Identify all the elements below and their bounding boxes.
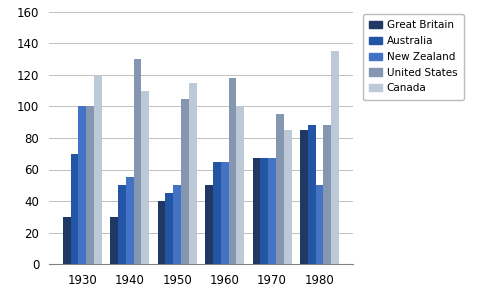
Bar	[276, 114, 284, 264]
Legend: Great Britain, Australia, New Zealand, United States, Canada: Great Britain, Australia, New Zealand, U…	[363, 14, 464, 100]
Bar	[189, 83, 196, 264]
Bar	[126, 177, 134, 264]
Bar	[94, 75, 102, 264]
Bar	[228, 78, 236, 264]
Bar	[268, 158, 276, 264]
Bar	[205, 185, 213, 264]
Bar	[118, 185, 126, 264]
Bar	[166, 193, 173, 264]
Bar	[300, 130, 308, 264]
Bar	[142, 91, 149, 264]
Bar	[86, 106, 94, 264]
Bar	[213, 162, 220, 264]
Bar	[284, 130, 292, 264]
Bar	[63, 217, 71, 264]
Bar	[220, 162, 228, 264]
Bar	[158, 201, 166, 264]
Bar	[78, 106, 86, 264]
Bar	[236, 106, 244, 264]
Bar	[308, 125, 316, 264]
Bar	[252, 158, 260, 264]
Bar	[110, 217, 118, 264]
Bar	[181, 99, 189, 264]
Bar	[71, 154, 78, 264]
Bar	[260, 158, 268, 264]
Bar	[134, 59, 142, 264]
Bar	[316, 185, 323, 264]
Bar	[173, 185, 181, 264]
Bar	[331, 51, 339, 264]
Bar	[323, 125, 331, 264]
